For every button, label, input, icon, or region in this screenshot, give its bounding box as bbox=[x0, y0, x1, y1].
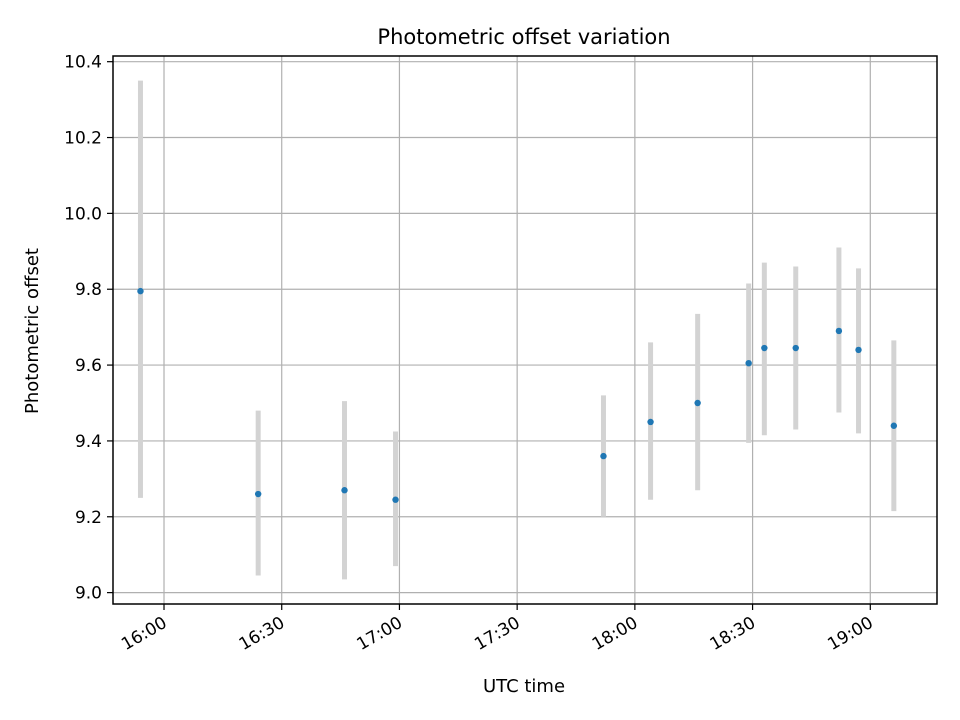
data-point bbox=[855, 346, 862, 354]
data-point bbox=[600, 452, 607, 460]
data-point bbox=[647, 418, 654, 426]
data-point bbox=[835, 327, 843, 335]
data-point bbox=[254, 490, 262, 498]
data-point bbox=[792, 344, 799, 352]
data-point bbox=[137, 287, 144, 295]
y-tick-label: 9.2 bbox=[75, 508, 102, 528]
data-point bbox=[761, 344, 768, 352]
chart-title: Photometric offset variation bbox=[377, 25, 670, 49]
y-tick-label: 9.0 bbox=[75, 584, 102, 604]
data-point bbox=[392, 496, 399, 503]
data-point bbox=[341, 487, 348, 494]
grid bbox=[113, 56, 937, 604]
y-tick-label: 9.8 bbox=[75, 280, 102, 300]
data-points bbox=[137, 287, 898, 503]
y-axis-label: Photometric offset bbox=[22, 248, 43, 414]
y-tick-label: 10.0 bbox=[64, 204, 102, 224]
data-point bbox=[694, 399, 701, 407]
y-tick-label: 10.2 bbox=[64, 129, 102, 149]
y-axis-ticks: 9.0 9.2 9.4 9.6 9.8 10.0 10.2 10.4 bbox=[64, 53, 113, 604]
data-point bbox=[890, 422, 898, 429]
y-tick-label: 10.4 bbox=[64, 53, 102, 73]
y-tick-label: 9.4 bbox=[75, 432, 102, 452]
x-axis-label: UTC time bbox=[483, 676, 565, 697]
data-point bbox=[745, 359, 752, 367]
y-tick-label: 9.6 bbox=[75, 356, 102, 376]
plot-frame bbox=[112, 55, 938, 605]
